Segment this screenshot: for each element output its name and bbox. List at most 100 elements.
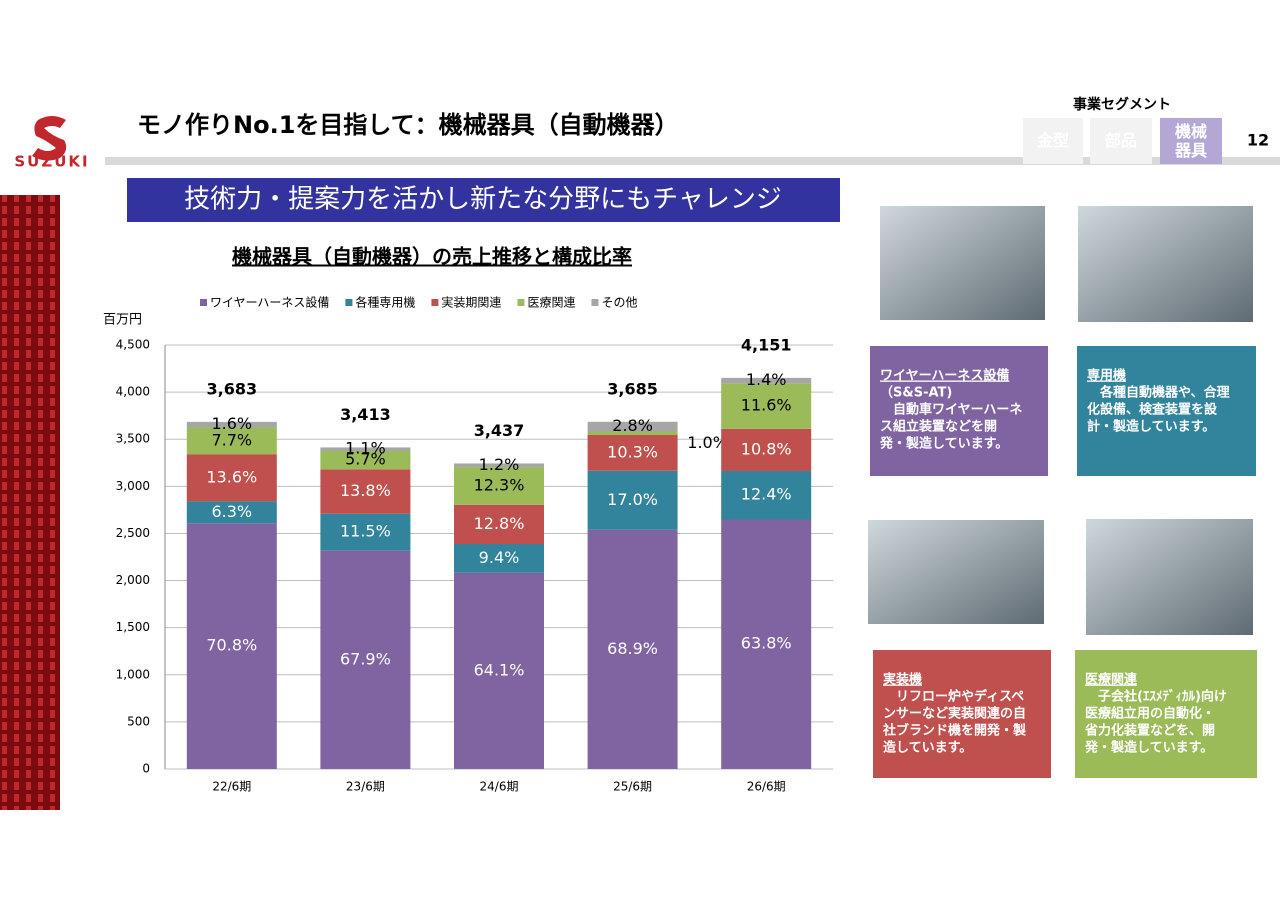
box-text: 計・製造しています。: [1087, 419, 1215, 435]
share-label: 70.8%: [206, 636, 257, 655]
tab-label: 金型: [1036, 131, 1069, 150]
bar-segment: [186, 523, 277, 769]
legend-label: その他: [601, 296, 637, 310]
y-tick-label: 500: [127, 714, 150, 728]
share-label: 67.9%: [340, 649, 391, 668]
bar-segment: [721, 377, 812, 384]
share-label: 12.3%: [474, 475, 525, 494]
total-label: 4,151: [741, 335, 792, 354]
banner-text: 技術力・提案力を活かし新たな分野にもチャレンジ: [184, 185, 782, 215]
legend-swatch: [345, 299, 353, 306]
tab: [1023, 118, 1083, 164]
y-tick-label: 3,000: [116, 479, 150, 493]
rule: [105, 157, 1280, 165]
share-label: 10.3%: [607, 442, 658, 461]
decor-strip: [0, 195, 60, 810]
share-label: 13.6%: [206, 467, 257, 486]
bar-segment: [454, 467, 544, 505]
share-label: 68.9%: [607, 639, 658, 658]
box-title: 実装機: [883, 672, 922, 688]
y-tick-label: 1,500: [116, 620, 150, 634]
bar-segment: [320, 451, 411, 470]
share-label: 12.8%: [474, 514, 525, 533]
y-tick-label: 2,000: [116, 573, 150, 587]
x-tick-label: 23/6期: [346, 780, 385, 794]
bar-segment: [320, 447, 411, 451]
x-tick-label: 24/6期: [480, 780, 519, 794]
info-box: [870, 346, 1048, 476]
share-label: 1.2%: [479, 455, 520, 474]
share-label: 17.0%: [607, 490, 658, 509]
share-label: 6.3%: [211, 502, 252, 521]
bar-segment: [721, 383, 812, 429]
bar-segment: [320, 513, 411, 551]
share-label: 1.1%: [345, 439, 386, 458]
box-text: 省力化装置などを、開: [1084, 723, 1215, 739]
legend-swatch: [200, 299, 207, 306]
total-label: 3,683: [206, 379, 257, 398]
chart-title: 機械器具（自動機器）の売上推移と構成比率: [232, 245, 632, 269]
bar-segment: [320, 469, 411, 514]
y-tick-label: 2,500: [116, 526, 150, 540]
bar-segment: [587, 529, 678, 769]
box-text: 造しています。: [883, 740, 972, 756]
box-text: 発・製造しています。: [879, 436, 1008, 452]
y-tick-label: 4,500: [116, 338, 150, 352]
info-box: [1075, 650, 1257, 778]
bar-segment: [587, 421, 678, 432]
legend-label: ワイヤーハーネス設備: [210, 295, 329, 310]
photo: [1078, 206, 1253, 322]
bar-segment: [186, 501, 277, 524]
y-axis-label: 百万円: [103, 313, 142, 328]
bar-segment: [186, 427, 277, 455]
total-label: 3,685: [607, 379, 658, 398]
legend-swatch: [591, 299, 599, 306]
box-text: ンサーなど実装関連の自: [883, 706, 1026, 722]
share-label: 64.1%: [474, 660, 525, 679]
total-label: 3,413: [340, 405, 391, 424]
y-tick-label: 4,000: [116, 385, 150, 399]
box-text: （S&S-AT): [880, 385, 952, 401]
info-box: [1077, 346, 1256, 476]
photo: [868, 520, 1044, 624]
info-box: [873, 650, 1051, 778]
page-number: 12: [1247, 131, 1269, 150]
share-label: 13.8%: [340, 481, 391, 500]
box-text: 社ブランド機を開発・製: [882, 723, 1026, 739]
x-tick-label: 22/6期: [212, 780, 251, 794]
bar-segment: [186, 454, 277, 502]
box-title: 医療関連: [1085, 672, 1138, 688]
bar-segment: [454, 543, 544, 573]
box-text: 医療組立用の自動化・: [1085, 706, 1215, 722]
share-label: 5.7%: [345, 450, 386, 469]
box-text: 各種自動機器や、合理: [1087, 385, 1230, 401]
share-label: 1.6%: [211, 414, 252, 433]
tab-label: 機械器具: [1174, 122, 1207, 160]
box-title: ワイヤーハーネス設備: [880, 368, 1009, 384]
box-text: 自動車ワイヤーハーネ: [880, 402, 1022, 418]
share-label: 2.8%: [612, 416, 653, 435]
box-text: 発・製造しています。: [1084, 740, 1213, 756]
bar-segment: [320, 550, 411, 769]
banner: [127, 178, 840, 222]
bar-segment: [721, 470, 812, 520]
box-title: 専用機: [1087, 368, 1126, 384]
share-label: 10.8%: [741, 439, 792, 458]
share-label: 1.4%: [746, 370, 787, 389]
slide-title: モノ作りNo.1を目指して：機械器具（自動機器）: [137, 111, 679, 139]
share-label: 9.4%: [479, 548, 520, 567]
logo-mark: [32, 116, 67, 161]
bar-segment: [454, 572, 544, 769]
box-text: 子会社(ｴｽﾒﾃﾞｨｶﾙ)向け: [1085, 689, 1227, 705]
box-text: 化設備、検査装置を設: [1087, 402, 1218, 418]
logo-text: SUZUKI: [14, 153, 89, 171]
bar-segment: [587, 470, 678, 530]
photo: [1086, 519, 1253, 635]
legend-label: 実装期関連: [441, 295, 501, 310]
segment-label: 事業セグメント: [1073, 96, 1171, 113]
y-tick-label: 0: [142, 762, 150, 776]
bar-segment: [186, 421, 277, 428]
share-label: 1.0%: [687, 433, 728, 452]
legend-swatch: [431, 299, 439, 306]
